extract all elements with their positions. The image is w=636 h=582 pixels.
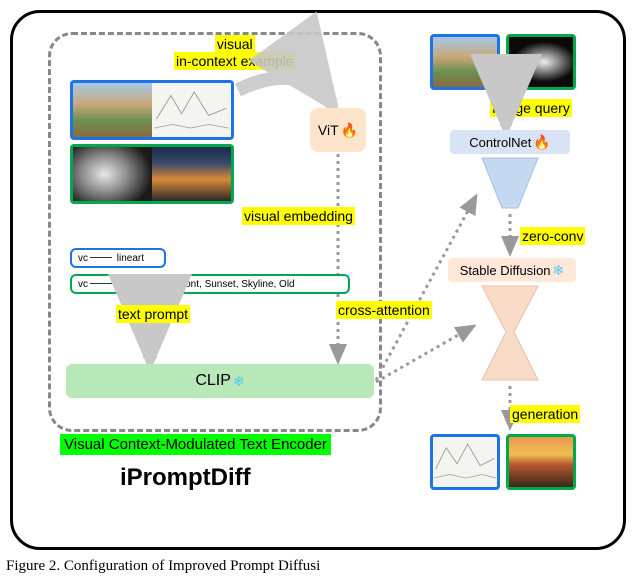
figure-caption: Figure 2. Configuration of Improved Prom… bbox=[6, 558, 630, 575]
clip-label: CLIP bbox=[195, 372, 231, 390]
query-image-1 bbox=[430, 34, 500, 90]
sd-hourglass-icon bbox=[478, 284, 542, 384]
zero-conv-label: zero-conv bbox=[520, 228, 585, 246]
example-pair-2 bbox=[70, 144, 234, 204]
vit-block: ViT 🔥 bbox=[310, 108, 366, 152]
vc-lineart-text: vc lineart bbox=[78, 253, 144, 264]
depth-map bbox=[73, 147, 152, 201]
flame-icon: 🔥 bbox=[341, 122, 358, 139]
vc-lineart-box: vc lineart bbox=[70, 248, 166, 268]
controlnet-block: ControlNet 🔥 bbox=[450, 130, 570, 154]
image-query-label: Image query bbox=[490, 100, 572, 118]
sd-label: Stable Diffusion bbox=[460, 263, 551, 278]
example-pair-1 bbox=[70, 80, 234, 140]
car-sunset-photo bbox=[152, 147, 231, 201]
output-image-2 bbox=[506, 434, 576, 490]
visual-embedding-label: visual embedding bbox=[242, 208, 355, 226]
vcm-encoder-label: Visual Context-Modulated Text Encoder bbox=[60, 434, 331, 455]
diagram-title: iPromptDiff bbox=[120, 464, 251, 492]
cross-attention-label: cross-attention bbox=[336, 302, 432, 320]
bison-photo bbox=[73, 83, 152, 137]
text-prompt-label: text prompt bbox=[116, 306, 190, 324]
controlnet-funnel-icon bbox=[478, 156, 542, 212]
vc-tags-text: vc Car, Classic, Front, Sunset, Skyline,… bbox=[78, 279, 295, 290]
snow-icon-sd: ❄ bbox=[553, 262, 565, 279]
visual-in-context-label: visual in-context example bbox=[174, 36, 296, 70]
query-image-2 bbox=[506, 34, 576, 90]
stable-diffusion-block: Stable Diffusion ❄ bbox=[448, 258, 576, 282]
bison-sketch bbox=[152, 83, 231, 137]
vc-tags-box: vc Car, Classic, Front, Sunset, Skyline,… bbox=[70, 274, 350, 294]
vit-label: ViT bbox=[318, 122, 339, 138]
controlnet-label: ControlNet bbox=[469, 135, 531, 150]
output-image-1 bbox=[430, 434, 500, 490]
flame-icon-cn: 🔥 bbox=[533, 134, 550, 151]
generation-label: generation bbox=[510, 406, 580, 424]
snow-icon-clip: ❄ bbox=[233, 373, 245, 390]
clip-block: CLIP ❄ bbox=[66, 364, 374, 398]
